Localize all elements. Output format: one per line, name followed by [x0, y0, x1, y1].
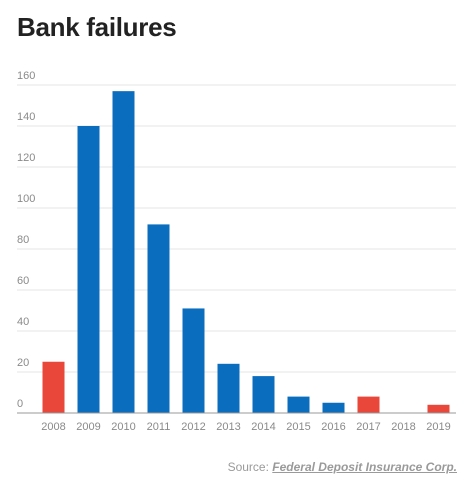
x-tick-label: 2009: [76, 421, 100, 433]
y-tick-label: 20: [17, 357, 29, 369]
bar-2010: [112, 91, 135, 414]
x-tick-label: 2011: [147, 421, 171, 433]
y-tick-label: 140: [17, 111, 35, 123]
x-tick-label: 2014: [251, 421, 275, 433]
source-note: Source: Federal Deposit Insurance Corp.: [228, 460, 457, 474]
bar-2014: [252, 376, 275, 413]
y-tick-label: 40: [17, 316, 29, 328]
x-tick-label: 2015: [286, 421, 310, 433]
source-link[interactable]: Federal Deposit Insurance Corp.: [272, 460, 457, 474]
bar-2012: [182, 308, 205, 413]
bar-2011: [147, 224, 170, 413]
bar-2013: [217, 363, 240, 413]
y-tick-label: 60: [17, 275, 29, 287]
bar-2008: [42, 361, 65, 413]
bar-2009: [77, 126, 100, 413]
x-tick-label: 2017: [356, 421, 380, 433]
y-tick-label: 80: [17, 234, 29, 246]
bar-2016: [322, 402, 345, 413]
x-tick-label: 2019: [426, 421, 450, 433]
bar-2019: [427, 404, 450, 413]
y-tick-label: 0: [17, 398, 23, 410]
source-prefix: Source:: [227, 460, 273, 474]
bar-2017: [357, 396, 380, 413]
y-tick-label: 100: [17, 193, 35, 205]
x-tick-label: 2018: [391, 421, 415, 433]
x-tick-label: 2016: [321, 421, 345, 433]
bar-2015: [287, 396, 310, 413]
x-tick-label: 2013: [216, 421, 240, 433]
y-tick-label: 120: [17, 152, 35, 164]
x-tick-label: 2012: [181, 421, 205, 433]
x-tick-label: 2008: [41, 421, 65, 433]
chart-title: Bank failures: [17, 12, 177, 42]
x-tick-label: 2010: [111, 421, 135, 433]
y-tick-label: 160: [17, 70, 35, 82]
